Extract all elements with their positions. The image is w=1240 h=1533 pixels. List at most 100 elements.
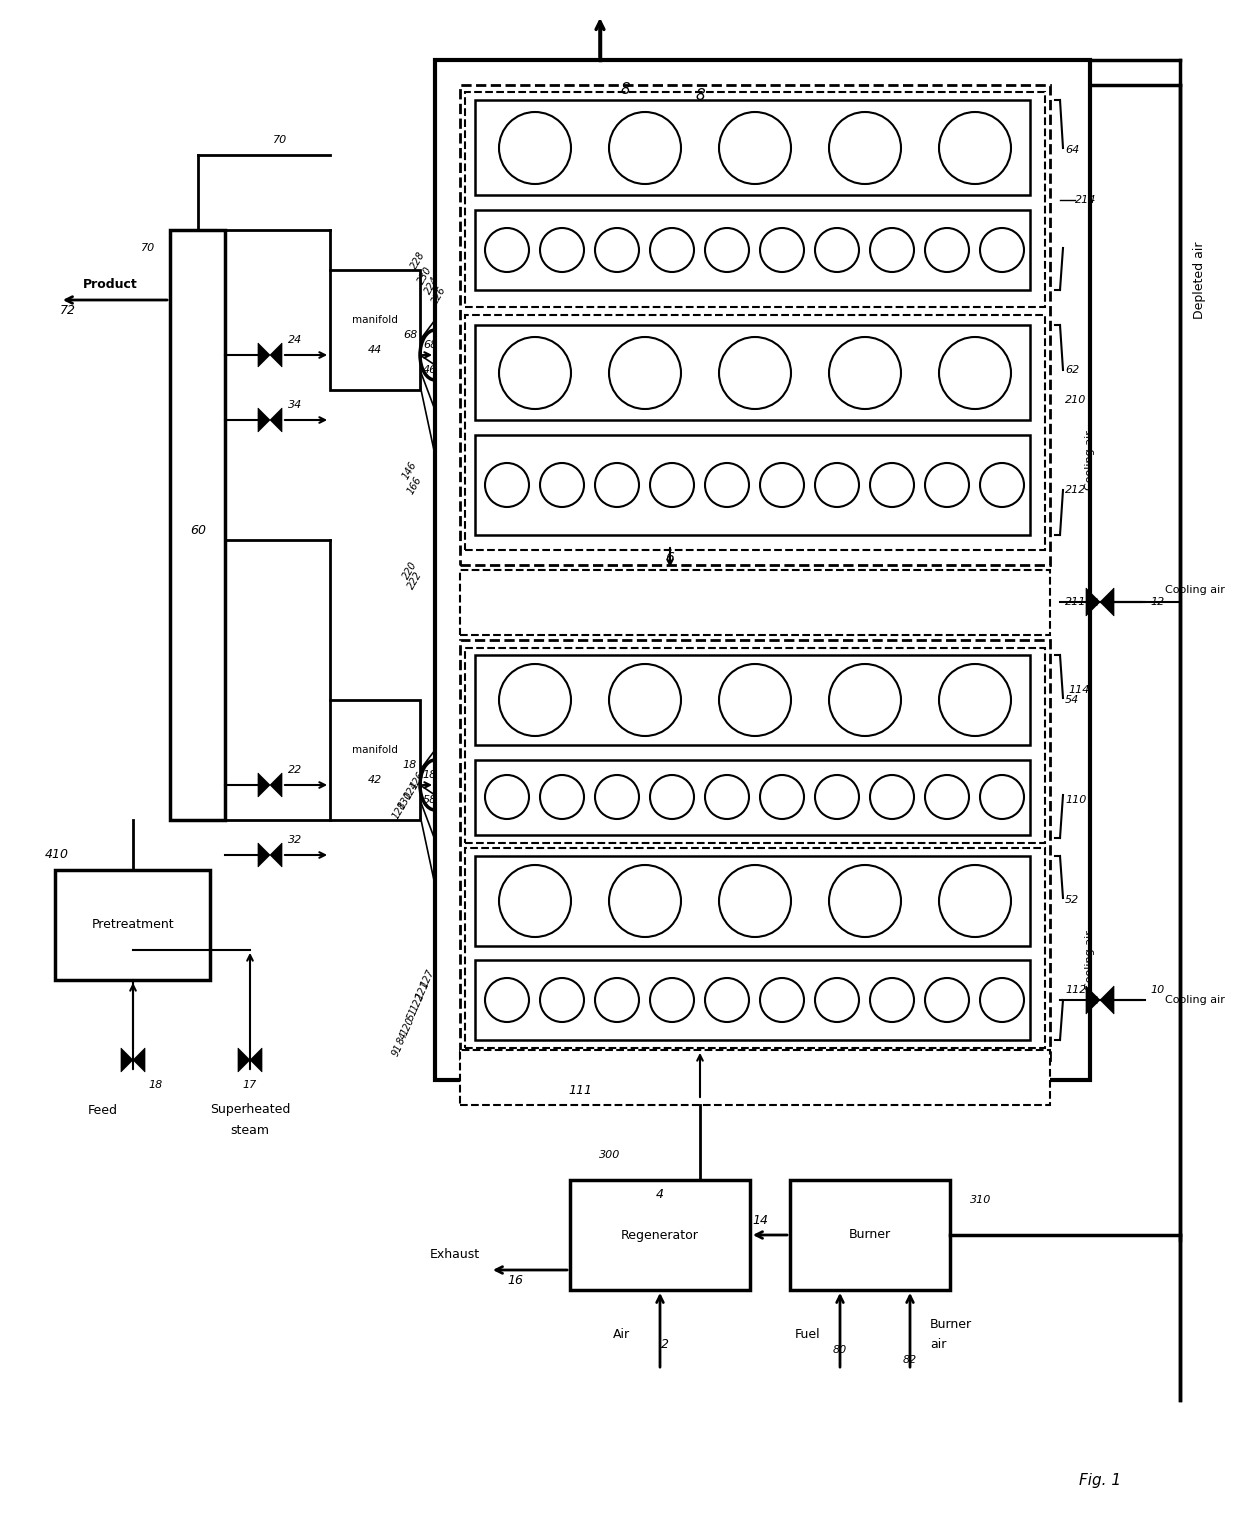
Text: Feed: Feed <box>88 1104 118 1116</box>
Text: 410: 410 <box>45 848 69 862</box>
Circle shape <box>830 337 901 409</box>
Text: 91: 91 <box>391 1042 405 1058</box>
Polygon shape <box>258 343 270 366</box>
Text: 18: 18 <box>423 770 438 780</box>
Text: 130: 130 <box>397 789 415 811</box>
Bar <box>460 570 1050 635</box>
Text: Cooling air: Cooling air <box>1166 995 1225 1006</box>
Text: 127: 127 <box>419 967 436 989</box>
Circle shape <box>485 978 529 1023</box>
Circle shape <box>539 776 584 819</box>
Circle shape <box>485 463 529 507</box>
Bar <box>475 855 1030 946</box>
Text: 126: 126 <box>409 770 427 791</box>
Circle shape <box>595 228 639 271</box>
Circle shape <box>980 776 1024 819</box>
Text: 124: 124 <box>403 779 422 800</box>
Text: 68: 68 <box>403 330 417 340</box>
Circle shape <box>815 463 859 507</box>
Circle shape <box>815 978 859 1023</box>
Bar <box>465 848 1045 1049</box>
Text: 122: 122 <box>409 992 427 1013</box>
Text: 22: 22 <box>288 765 303 776</box>
Circle shape <box>925 463 968 507</box>
Circle shape <box>706 228 749 271</box>
Bar <box>475 960 1030 1039</box>
Bar <box>465 92 1045 307</box>
Circle shape <box>719 865 791 937</box>
Circle shape <box>609 664 681 736</box>
Circle shape <box>609 337 681 409</box>
Circle shape <box>498 112 570 184</box>
Text: 222: 222 <box>405 569 424 590</box>
Text: 210: 210 <box>1065 396 1086 405</box>
Text: 120: 120 <box>399 1015 417 1036</box>
Text: 121: 121 <box>414 980 432 1001</box>
Circle shape <box>539 463 584 507</box>
Circle shape <box>650 978 694 1023</box>
Text: 8: 8 <box>620 83 630 98</box>
Text: 300: 300 <box>599 1150 621 1160</box>
Text: Air: Air <box>613 1329 630 1341</box>
Circle shape <box>980 228 1024 271</box>
Text: 226: 226 <box>430 285 448 305</box>
Text: Regenerator: Regenerator <box>621 1228 699 1242</box>
Text: 220: 220 <box>401 560 419 581</box>
Circle shape <box>760 776 804 819</box>
Text: 52: 52 <box>1065 895 1079 904</box>
Bar <box>475 325 1030 420</box>
Text: 68: 68 <box>423 340 438 350</box>
Text: 6: 6 <box>666 550 675 566</box>
Text: Superheated: Superheated <box>210 1104 290 1116</box>
Text: 10: 10 <box>1149 986 1164 995</box>
Text: 18: 18 <box>148 1081 162 1090</box>
Circle shape <box>980 463 1024 507</box>
Bar <box>475 100 1030 195</box>
Circle shape <box>650 776 694 819</box>
Circle shape <box>939 664 1011 736</box>
Circle shape <box>815 228 859 271</box>
Text: 17: 17 <box>243 1081 257 1090</box>
Text: 14: 14 <box>751 1214 768 1226</box>
Text: 310: 310 <box>970 1196 991 1205</box>
Text: 44: 44 <box>368 345 382 356</box>
Bar <box>570 1180 750 1289</box>
Circle shape <box>498 664 570 736</box>
Text: 212: 212 <box>1065 484 1086 495</box>
Text: 54: 54 <box>1065 694 1079 705</box>
Text: 2: 2 <box>661 1338 670 1352</box>
Bar <box>460 1050 1050 1105</box>
Circle shape <box>650 228 694 271</box>
Bar <box>475 760 1030 835</box>
Text: air: air <box>930 1338 946 1352</box>
Text: Burner: Burner <box>930 1318 972 1332</box>
Polygon shape <box>250 1049 262 1072</box>
Text: 16: 16 <box>507 1274 523 1286</box>
Text: 80: 80 <box>833 1344 847 1355</box>
Polygon shape <box>270 408 281 432</box>
Circle shape <box>925 228 968 271</box>
Circle shape <box>870 978 914 1023</box>
Polygon shape <box>270 773 281 797</box>
Text: 114: 114 <box>1068 685 1090 694</box>
Circle shape <box>485 776 529 819</box>
Text: 228: 228 <box>409 250 427 271</box>
Bar <box>790 1180 950 1289</box>
Text: 214: 214 <box>1075 195 1096 205</box>
Circle shape <box>719 337 791 409</box>
Circle shape <box>539 978 584 1023</box>
Polygon shape <box>133 1049 145 1072</box>
Bar <box>330 270 420 389</box>
Text: 64: 64 <box>1065 146 1079 155</box>
Text: 58: 58 <box>423 796 438 805</box>
Text: 42: 42 <box>368 776 382 785</box>
Circle shape <box>706 463 749 507</box>
Text: 51: 51 <box>405 1006 420 1023</box>
Circle shape <box>830 865 901 937</box>
Polygon shape <box>122 1049 133 1072</box>
Circle shape <box>719 112 791 184</box>
Text: 70: 70 <box>141 244 155 253</box>
Circle shape <box>498 865 570 937</box>
Text: manifold: manifold <box>352 314 398 325</box>
Bar <box>465 314 1045 550</box>
